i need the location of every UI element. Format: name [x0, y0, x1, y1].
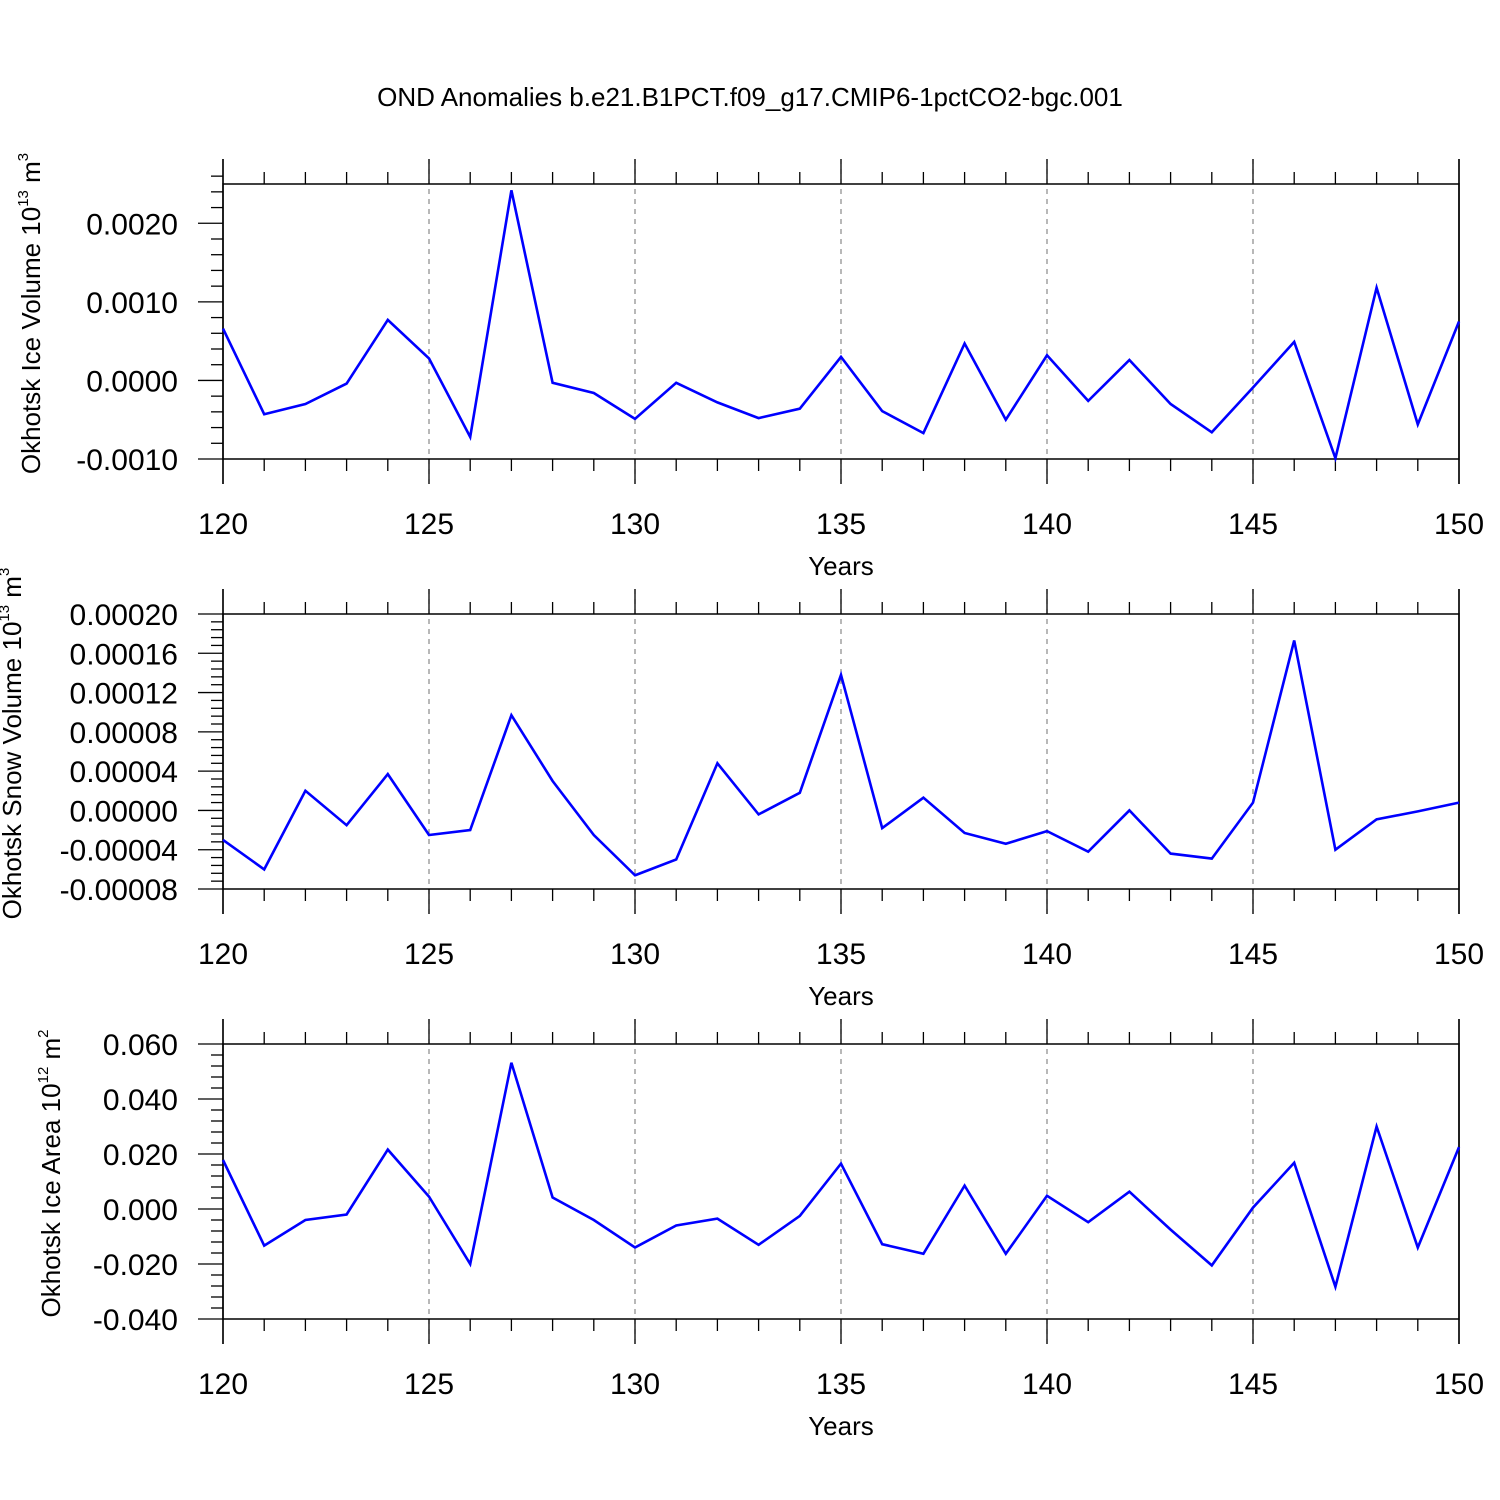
- x-tick-label: 120: [198, 1368, 248, 1401]
- y-tick-label: 0.040: [103, 1084, 178, 1117]
- y-axis-label: Okhotsk Snow Volume 1013 m3: [0, 568, 27, 920]
- y-tick-label: 0.020: [103, 1139, 178, 1172]
- y-tick-label: 0.00004: [70, 756, 178, 789]
- y-tick-label: 0.00012: [70, 678, 178, 711]
- y-tick-label: -0.0010: [76, 444, 178, 477]
- y-tick-label: -0.040: [93, 1304, 178, 1337]
- x-tick-label: 140: [1022, 938, 1072, 971]
- x-tick-label: 120: [198, 938, 248, 971]
- x-tick-label: 130: [610, 938, 660, 971]
- x-tick-label: 145: [1228, 938, 1278, 971]
- y-tick-label: -0.00004: [60, 835, 178, 868]
- x-tick-label: 150: [1434, 1368, 1484, 1401]
- x-tick-label: 125: [404, 508, 454, 541]
- x-tick-label: 135: [816, 1368, 866, 1401]
- x-tick-label: 130: [610, 1368, 660, 1401]
- y-tick-label: 0.0010: [86, 287, 178, 320]
- panel-1: -0.0010 0.0000 0.0010 0.0020 120 125 130 135 140…: [15, 153, 1484, 581]
- x-tick-label: 135: [816, 938, 866, 971]
- x-tick-label: 135: [816, 508, 866, 541]
- x-tick-label: 145: [1228, 1368, 1278, 1401]
- x-axis-label: Years: [808, 981, 874, 1011]
- y-tick-label: -0.020: [93, 1249, 178, 1282]
- x-tick-label: 150: [1434, 938, 1484, 971]
- x-tick-label: 140: [1022, 508, 1072, 541]
- x-axis-label: Years: [808, 551, 874, 581]
- y-tick-label: -0.00008: [60, 874, 178, 907]
- y-axis-label: Okhotsk Ice Volume 1013 m3: [15, 153, 46, 474]
- y-tick-label: 0.0020: [86, 208, 178, 241]
- x-tick-label: 150: [1434, 508, 1484, 541]
- x-tick-label: 130: [610, 508, 660, 541]
- y-tick-label: 0.060: [103, 1029, 178, 1062]
- y-tick-label: 0.00016: [70, 638, 178, 671]
- x-tick-label: 120: [198, 508, 248, 541]
- x-tick-label: 140: [1022, 1368, 1072, 1401]
- y-tick-label: 0.00000: [70, 795, 178, 828]
- y-axis-label: Okhotsk Ice Area 1012 m2: [35, 1029, 66, 1317]
- x-tick-label: 145: [1228, 508, 1278, 541]
- y-tick-label: 0.000: [103, 1194, 178, 1227]
- y-tick-label: 0.0000: [86, 365, 178, 398]
- y-tick-label: 0.00020: [70, 599, 178, 632]
- x-axis-label: Years: [808, 1411, 874, 1441]
- panel-3: -0.040 -0.020 0.000 0.020 0.040 0.060 120 125 13…: [35, 1019, 1484, 1441]
- y-tick-label: 0.00008: [70, 717, 178, 750]
- chart-title: OND Anomalies b.e21.B1PCT.f09_g17.CMIP6-…: [377, 82, 1123, 112]
- x-tick-label: 125: [404, 1368, 454, 1401]
- panel-2: -0.00008 -0.00004 0.00000 0.00004 0.00008 0.0…: [0, 568, 1484, 1011]
- x-tick-label: 125: [404, 938, 454, 971]
